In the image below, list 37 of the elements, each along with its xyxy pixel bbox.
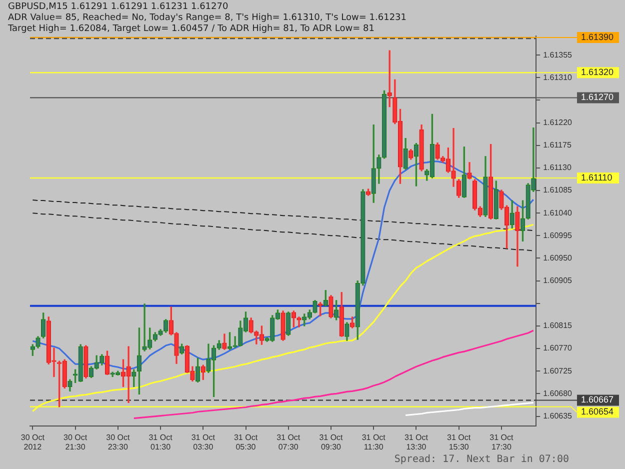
x-tick-label: 31 Oct 01:30: [148, 432, 174, 452]
x-tick-label: 31 Oct 09:30: [319, 432, 344, 452]
text: ADR Value= 85, Reached= No, Today's Range= 8, T's High= 1.61310, T's Low= 1.61231: [8, 13, 406, 23]
y-tick-label: 1.61130: [543, 163, 572, 172]
y-tick-label: 1.60635: [543, 411, 573, 420]
y-tick-label: 1.60725: [543, 366, 573, 376]
y-tick-label: 1.61175: [543, 140, 572, 150]
x-tick-label: 30 Oct 21:30: [63, 432, 88, 452]
y-tick-label: 1.60770: [543, 344, 573, 353]
x-tick-label: 30 Oct 23:30: [106, 432, 130, 452]
ref-line-label: 1.61320: [581, 67, 614, 78]
y-tick-label: 1.60680: [543, 388, 573, 398]
x-tick-label: 31 Oct 13:30: [404, 432, 429, 452]
ref-line-label: 1.61110: [581, 172, 612, 182]
y-tick-label: 1.61355: [543, 50, 573, 60]
x-tick-label: 31 Oct 15:30: [447, 432, 472, 452]
ref-line-label: 1.60667: [581, 394, 614, 405]
x-tick-label: 31 Oct 11:30: [362, 432, 386, 452]
text: Target High= 1.62084, Target Low= 1.60457 / To ADR High= 81, To ADR Low= 81: [8, 24, 374, 34]
x-tick-label: 31 Oct 05:30: [234, 432, 258, 452]
x-tick-label: 30 Oct 2012: [20, 432, 46, 452]
y-tick-label: 1.60995: [543, 230, 573, 240]
text: Spread: 17. Next Bar in 07:00: [394, 454, 569, 465]
y-tick-label: 1.61085: [543, 186, 573, 195]
x-tick-label: 31 Oct 03:30: [191, 432, 216, 452]
chart-title: GBPUSD,M15 1.61291 1.61291 1.61231 1.61270: [8, 2, 228, 12]
ref-line-label: 1.61390: [581, 32, 614, 42]
y-tick-label: 1.61220: [543, 118, 573, 127]
x-tick-label: 31 Oct 17:30: [490, 432, 514, 452]
ref-line-label: 1.60654: [581, 406, 614, 417]
x-tick-label: 31 Oct 07:30: [276, 432, 301, 452]
y-tick-label: 1.60815: [543, 321, 573, 330]
y-tick-label: 1.60905: [543, 276, 573, 286]
y-tick-label: 1.61310: [543, 72, 573, 82]
ref-line-label: 1.61270: [581, 92, 614, 102]
y-tick-label: 1.61040: [543, 208, 573, 218]
y-tick-label: 1.60950: [543, 253, 573, 262]
